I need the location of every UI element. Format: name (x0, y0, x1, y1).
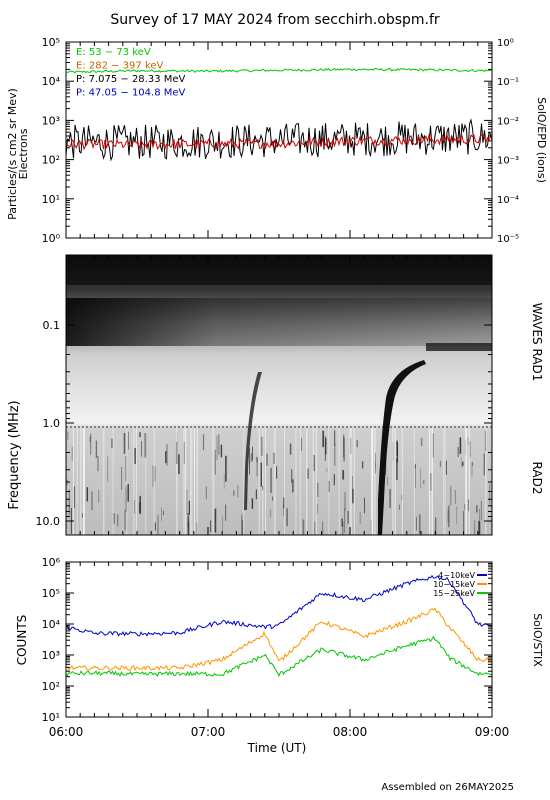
particles-series-line (66, 67, 492, 74)
rad1-right-label: WAVES RAD1 (530, 303, 544, 382)
particles-legend-entry: P: 7.075 − 28.33 MeV (76, 74, 186, 85)
stix-plot-frame (65, 561, 493, 718)
particles-series-line (66, 118, 492, 162)
rad2-right-label: RAD2 (530, 462, 544, 495)
spectrogram-late-band (426, 343, 492, 351)
chart-title: Survey of 17 MAY 2024 from secchirh.obsp… (110, 12, 440, 28)
stix-y-tick-label: 10⁵ (42, 587, 60, 600)
stix-panel: 10¹ 10² 10³ 10⁴ 10⁵ 10⁶ 4−10keV10−15keV15−25k… (15, 556, 544, 724)
frequency-tick-label: 0.1 (43, 319, 61, 332)
epd-y-tick-label: 10⁻³ (497, 156, 519, 167)
electrons-y-label: Electrons (17, 128, 30, 179)
stix-right-label: SolO/STIX (531, 613, 544, 667)
counts-y-label: COUNTS (15, 615, 29, 666)
x-axis-label: Time (UT) (247, 741, 307, 755)
time-tick-label: 08:00 (333, 725, 368, 739)
particles-series-line (66, 133, 492, 151)
particles-y-tick-label: 10⁴ (42, 75, 61, 88)
epd-y-tick-label: 10⁻² (497, 116, 519, 127)
assembled-footer: Assembled on 26MAY2025 (381, 782, 514, 793)
time-axis: 06:00 07:00 08:00 09:00 (49, 42, 510, 739)
stix-y-tick-label: 10¹ (42, 711, 60, 724)
time-tick-label: 07:00 (191, 725, 226, 739)
particles-y-tick-label: 10⁵ (42, 36, 60, 49)
frequency-tick-label: 1.0 (43, 417, 61, 430)
epd-y-tick-label: 10⁰ (497, 38, 514, 49)
spectrogram-background (66, 255, 492, 535)
type-iii-burst-main (378, 360, 426, 535)
stix-legend-label: 10−15keV (433, 580, 475, 589)
stix-y-tick-label: 10⁶ (42, 556, 61, 569)
stix-series-line (66, 607, 492, 672)
frequency-tick-label: 10.0 (36, 515, 61, 528)
stix-legend-label: 4−10keV (438, 571, 475, 580)
frequency-y-label: Frequency (MHz) (7, 400, 22, 509)
particles-y-tick-label: 10² (42, 154, 60, 167)
stix-series-line (66, 635, 492, 678)
time-tick-label: 09:00 (475, 725, 510, 739)
type-iii-burst-minor (244, 372, 262, 510)
epd-y-tick-label: 10⁻¹ (497, 77, 519, 88)
spectrogram-top-band (66, 255, 492, 285)
stix-legend-label: 15−25keV (433, 589, 475, 598)
stix-y-tick-label: 10² (42, 680, 60, 693)
particles-legend-entry: P: 47.05 − 104.8 MeV (76, 88, 186, 99)
particles-panel: 10⁰ 10¹ 10² 10³ 10⁴ 10⁵ 10⁻⁵ 10⁻⁴ 10⁻³ 10⁻² 10⁻¹ 10… (6, 36, 548, 245)
epd-y-tick-label: 10⁻⁵ (497, 234, 519, 245)
particles-legend-entry: E: 282 − 397 keV (76, 61, 164, 72)
particles-y-tick-label: 10⁰ (42, 232, 61, 245)
particles-y-label: Particles/(s cm2 sr Mev) (6, 88, 19, 220)
particles-y-tick-label: 10¹ (42, 193, 60, 206)
particles-y-tick-label: 10³ (42, 114, 60, 127)
stix-y-tick-label: 10³ (42, 649, 60, 662)
epd-y-tick-label: 10⁻⁴ (497, 195, 519, 206)
spectrogram-low-freq-band (66, 298, 492, 346)
spectrogram-panel: 0.1 1.0 10.0 Frequency (MHz) WAVES RAD1 RA… (7, 254, 544, 536)
epd-right-label: SolO/EPD (ions) (535, 97, 548, 183)
stix-series-line (66, 574, 492, 637)
particles-legend-entry: E: 53 − 73 keV (76, 47, 151, 58)
stix-y-tick-label: 10⁴ (42, 618, 61, 631)
time-tick-label: 06:00 (49, 725, 84, 739)
